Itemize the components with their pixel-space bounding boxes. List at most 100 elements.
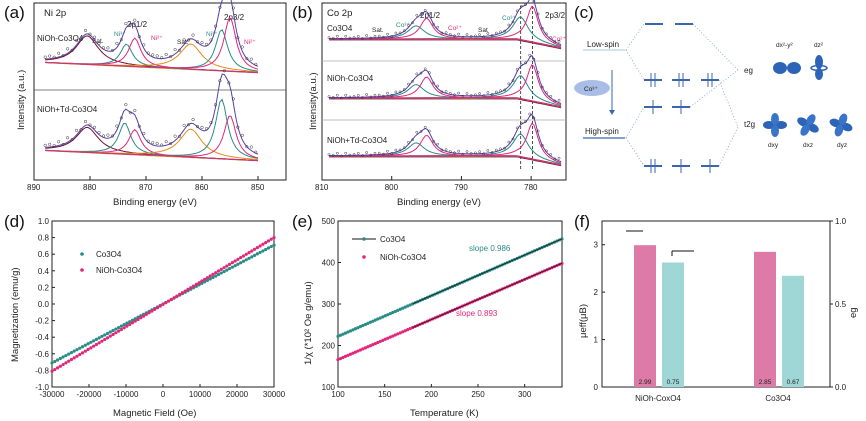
- data-point: [415, 72, 419, 76]
- data-point: [465, 150, 469, 153]
- data-point: [351, 328, 355, 332]
- data-point: [352, 95, 356, 98]
- data-point: [105, 331, 110, 336]
- data-point: [368, 320, 372, 324]
- data-point: [261, 242, 265, 246]
- data-point: [457, 32, 460, 36]
- data-point: [327, 153, 331, 156]
- data-point: [245, 57, 249, 61]
- data-point: [356, 349, 360, 353]
- data-point: [258, 244, 262, 248]
- data-point: [532, 57, 536, 61]
- data-point: [241, 254, 246, 258]
- y-tick-label: 0.8: [38, 234, 50, 243]
- data-point: [200, 281, 204, 285]
- chart-title: Co 2p: [327, 8, 352, 19]
- panel-label-f: (f): [574, 212, 590, 231]
- data-point: [327, 95, 331, 98]
- orbital-lobe: [771, 125, 779, 137]
- legend-label: NiOh-Co3O4: [96, 266, 143, 275]
- data-point: [440, 148, 444, 152]
- annotation: Co³⁺: [396, 22, 410, 29]
- data-point: [75, 128, 79, 132]
- data-point: [249, 145, 253, 149]
- data-point: [209, 38, 213, 42]
- data-point: [236, 257, 240, 261]
- fit-line: [412, 263, 563, 328]
- data-point: [261, 249, 265, 253]
- data-point: [125, 324, 129, 328]
- data-point: [482, 152, 486, 156]
- data-point: [122, 323, 126, 327]
- data-point: [245, 145, 249, 149]
- data-point: [366, 321, 370, 325]
- data-point: [86, 342, 90, 346]
- data-point: [448, 92, 452, 95]
- connector-line: [692, 23, 739, 71]
- data-point: [191, 118, 195, 122]
- data-point: [461, 152, 465, 156]
- data-point: [335, 93, 339, 97]
- data-point: [344, 151, 348, 155]
- data-point: [139, 316, 143, 320]
- data-point: [66, 136, 70, 140]
- data-point: [230, 265, 234, 269]
- data-point: [205, 278, 209, 283]
- high-spin-label: High-spin: [585, 127, 619, 136]
- data-point: [499, 147, 502, 151]
- data-point: [254, 150, 258, 154]
- data-point: [407, 82, 410, 86]
- data-point: [469, 94, 473, 97]
- t2g-label: t2g: [744, 120, 755, 129]
- data-point: [64, 353, 68, 358]
- data-point: [214, 271, 218, 275]
- y-tick-label: 200: [322, 342, 336, 351]
- data-point: [52, 55, 56, 59]
- orbital-lobe: [829, 118, 842, 128]
- data-point: [486, 149, 490, 152]
- bar-value-label: 0.75: [667, 379, 680, 386]
- data-point: [503, 29, 507, 33]
- data-point: [205, 276, 209, 280]
- data-point: [122, 326, 126, 330]
- data-point: [178, 292, 182, 296]
- data-point: [327, 36, 331, 39]
- data-point: [173, 134, 177, 138]
- data-point: [213, 103, 217, 107]
- data-point: [124, 22, 128, 26]
- data-point: [507, 140, 511, 144]
- x-tick-label: 10000: [189, 390, 212, 399]
- data-point: [391, 310, 395, 315]
- x-tick-label: -30000: [40, 390, 65, 399]
- data-point: [338, 333, 343, 337]
- data-point: [515, 9, 519, 13]
- data-point: [94, 337, 98, 341]
- data-point: [252, 253, 257, 257]
- x-tick-label: 810: [315, 183, 329, 192]
- panel-d-magnetization: Magnetization (emu/g) Magnetic Field (Oe…: [10, 217, 286, 419]
- x-tick-label: 800: [385, 183, 399, 192]
- data-point: [83, 349, 87, 353]
- data-point: [394, 31, 398, 35]
- data-point: [390, 94, 394, 97]
- data-point: [331, 37, 335, 40]
- x-tick-label: 100: [331, 390, 345, 399]
- data-point: [186, 287, 190, 291]
- x-tick-label: 790: [454, 183, 468, 192]
- data-point: [536, 71, 540, 74]
- data-point: [130, 321, 135, 325]
- data-point: [208, 277, 212, 281]
- data-point: [252, 247, 257, 251]
- data-point: [239, 261, 243, 265]
- data-point: [336, 358, 340, 362]
- y2-tick-label: 0.5: [835, 300, 847, 309]
- data-point: [141, 314, 146, 318]
- x-tick-label: 250: [471, 390, 485, 399]
- data-point: [225, 264, 229, 268]
- data-point: [515, 126, 519, 130]
- data-point: [478, 33, 481, 37]
- data-point: [391, 334, 395, 338]
- data-point: [197, 281, 201, 285]
- data-point: [53, 359, 57, 364]
- data-point: [474, 93, 477, 97]
